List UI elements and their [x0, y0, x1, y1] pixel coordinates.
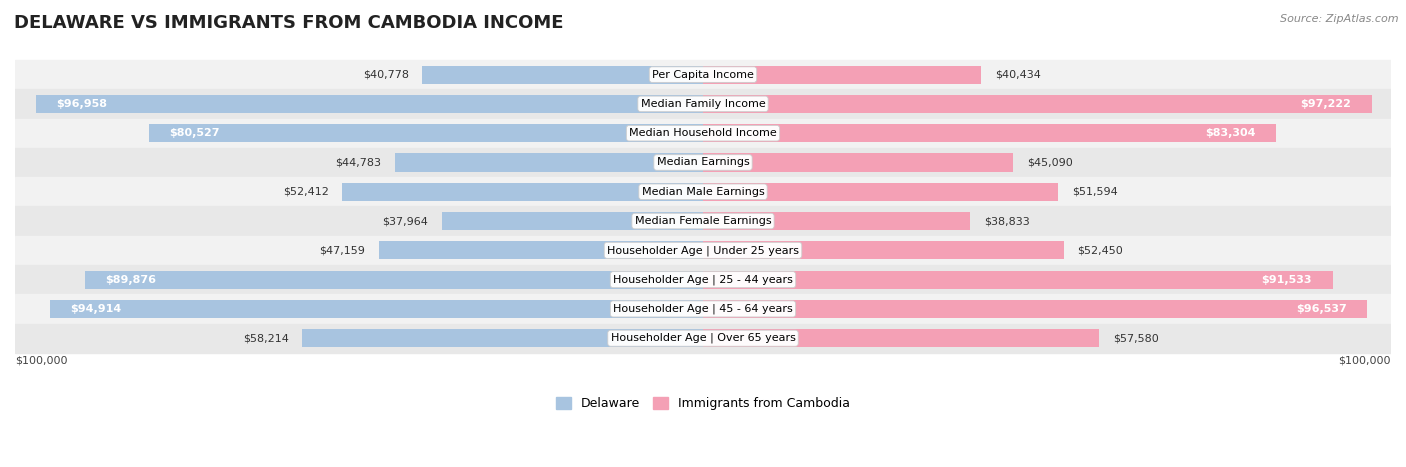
Text: $40,778: $40,778	[363, 70, 409, 79]
Text: $57,580: $57,580	[1114, 333, 1159, 343]
Text: $94,914: $94,914	[70, 304, 122, 314]
Bar	[15, 89, 1391, 119]
Text: Median Family Income: Median Family Income	[641, 99, 765, 109]
Text: $96,958: $96,958	[56, 99, 108, 109]
Bar	[441, 212, 703, 230]
Bar	[15, 324, 1391, 353]
Text: Median Male Earnings: Median Male Earnings	[641, 187, 765, 197]
Bar	[15, 60, 1391, 89]
Bar	[15, 265, 1391, 294]
Text: Median Female Earnings: Median Female Earnings	[634, 216, 772, 226]
Bar	[15, 148, 1391, 177]
Text: $52,412: $52,412	[283, 187, 329, 197]
Bar	[84, 270, 703, 289]
Bar	[51, 300, 703, 318]
Bar	[149, 124, 703, 142]
Text: Source: ZipAtlas.com: Source: ZipAtlas.com	[1281, 14, 1399, 24]
Text: $97,222: $97,222	[1301, 99, 1351, 109]
Text: Householder Age | 45 - 64 years: Householder Age | 45 - 64 years	[613, 304, 793, 314]
Bar	[15, 119, 1391, 148]
Bar	[37, 95, 703, 113]
Text: $58,214: $58,214	[243, 333, 288, 343]
Text: $51,594: $51,594	[1071, 187, 1118, 197]
Bar	[703, 153, 1014, 171]
Bar	[703, 95, 1372, 113]
Bar	[378, 241, 703, 260]
Text: $47,159: $47,159	[319, 245, 364, 255]
Text: Median Household Income: Median Household Income	[628, 128, 778, 138]
Text: $40,434: $40,434	[995, 70, 1040, 79]
Text: $89,876: $89,876	[105, 275, 156, 284]
Bar	[15, 206, 1391, 236]
Text: $91,533: $91,533	[1261, 275, 1312, 284]
Bar	[703, 65, 981, 84]
Bar	[15, 294, 1391, 324]
Text: $80,527: $80,527	[170, 128, 221, 138]
Bar	[422, 65, 703, 84]
Bar	[703, 183, 1057, 201]
Text: $45,090: $45,090	[1026, 157, 1073, 168]
Bar	[703, 270, 1333, 289]
Text: Median Earnings: Median Earnings	[657, 157, 749, 168]
Bar	[15, 236, 1391, 265]
Bar	[703, 124, 1277, 142]
Text: $44,783: $44,783	[335, 157, 381, 168]
Text: Householder Age | 25 - 44 years: Householder Age | 25 - 44 years	[613, 275, 793, 285]
Text: $37,964: $37,964	[382, 216, 427, 226]
Legend: Delaware, Immigrants from Cambodia: Delaware, Immigrants from Cambodia	[551, 392, 855, 415]
Text: DELAWARE VS IMMIGRANTS FROM CAMBODIA INCOME: DELAWARE VS IMMIGRANTS FROM CAMBODIA INC…	[14, 14, 564, 32]
Text: Householder Age | Over 65 years: Householder Age | Over 65 years	[610, 333, 796, 343]
Text: $100,000: $100,000	[1339, 356, 1391, 366]
Text: $38,833: $38,833	[984, 216, 1029, 226]
Bar	[703, 241, 1064, 260]
Bar	[703, 329, 1099, 347]
Text: $52,450: $52,450	[1077, 245, 1123, 255]
Text: Householder Age | Under 25 years: Householder Age | Under 25 years	[607, 245, 799, 255]
Bar	[302, 329, 703, 347]
Bar	[703, 300, 1367, 318]
Bar	[15, 177, 1391, 206]
Text: $83,304: $83,304	[1205, 128, 1256, 138]
Text: Per Capita Income: Per Capita Income	[652, 70, 754, 79]
Bar	[395, 153, 703, 171]
Bar	[343, 183, 703, 201]
Text: $100,000: $100,000	[15, 356, 67, 366]
Bar	[703, 212, 970, 230]
Text: $96,537: $96,537	[1296, 304, 1347, 314]
